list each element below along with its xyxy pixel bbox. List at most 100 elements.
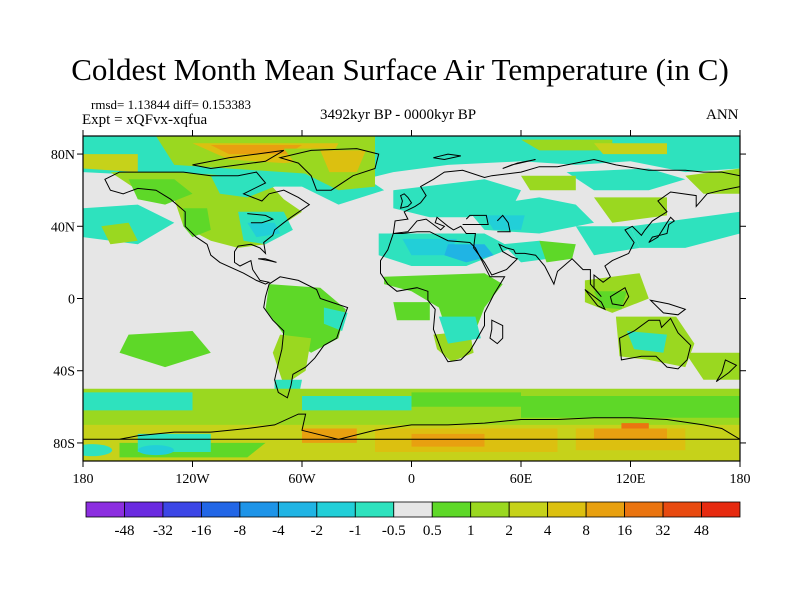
coastline-south-america xyxy=(263,276,349,399)
colorbar-swatch-6 xyxy=(316,501,356,518)
colorbar-label-2: -16 xyxy=(191,523,211,539)
coastline-black-sea xyxy=(462,214,489,225)
anomaly-weddell xyxy=(302,428,357,443)
colorbar-swatch-11 xyxy=(508,501,549,518)
anomaly-sahara-core xyxy=(402,238,458,256)
anomaly-inner-australia xyxy=(626,331,667,353)
anomaly-arctic-east xyxy=(521,139,613,151)
colorbar-label-0: -48 xyxy=(114,523,134,539)
lon-tick-label-6: 180 xyxy=(730,472,751,487)
colorbar-swatch-7 xyxy=(354,501,395,518)
lat-tick-label-1: 40N xyxy=(51,220,75,235)
lon-tick-label-0: 180 xyxy=(73,472,94,487)
anomaly-west-siberia xyxy=(521,175,576,191)
anomaly-alaska xyxy=(128,179,193,205)
colorbar-swatch-16 xyxy=(701,501,741,518)
coastline-madagascar xyxy=(489,319,504,345)
coastline-cuba xyxy=(258,258,277,263)
coastline-eurasia xyxy=(392,158,740,298)
colorbar-swatch-9 xyxy=(431,501,472,518)
colorbar-label-4: -4 xyxy=(272,523,285,539)
anomaly-queen-maud xyxy=(411,433,485,447)
anomaly-canada xyxy=(210,172,275,198)
anomaly-china xyxy=(575,226,640,256)
coastline-japan xyxy=(648,216,676,243)
anomaly-south-pacific xyxy=(119,331,211,368)
coastline-borneo xyxy=(609,286,630,307)
anomaly-southern-ocean-east xyxy=(521,396,740,418)
anomaly-west-pacific xyxy=(630,211,740,248)
anomaly-india xyxy=(539,240,576,263)
colorbar-swatch-14 xyxy=(624,501,664,518)
season-label: ANN xyxy=(706,107,739,123)
coastline-new-guinea xyxy=(649,299,687,316)
coastline-novaya-zemlya xyxy=(502,159,536,169)
longitude-axis: 180 120W 60W 0 60E 120E 180 xyxy=(73,130,751,487)
figure-title: Coldest Month Mean Surface Air Temperatu… xyxy=(71,52,729,87)
latitude-axis: 80N 40N 0 40S 80S xyxy=(51,148,746,452)
coastline-great-lakes xyxy=(247,213,275,224)
anomaly-kamchatka xyxy=(685,168,740,194)
anomaly-siberia xyxy=(566,168,686,191)
colorbar-label-12: 8 xyxy=(582,523,590,539)
experiment-label: Expt = xQFvx-xqfua xyxy=(82,112,208,128)
anomaly-tasman xyxy=(685,352,740,380)
coastline-caspian xyxy=(496,214,511,233)
anomaly-arctic-bering xyxy=(83,154,138,173)
colorbar-label-1: -32 xyxy=(153,523,173,539)
colorbar-swatch-5 xyxy=(277,501,318,518)
colorbar-swatch-0 xyxy=(85,501,125,518)
anomaly-mongolia xyxy=(594,197,667,223)
coastline-africa xyxy=(380,231,506,363)
colorbar-label-6: -1 xyxy=(349,523,362,539)
colorbar-label-15: 48 xyxy=(694,523,709,539)
coastline-arctic-islands xyxy=(192,149,285,170)
colorbar-label-10: 2 xyxy=(505,523,513,539)
anomaly-caspian xyxy=(484,215,525,230)
anomaly-western-us xyxy=(183,208,211,238)
colorbar-label-9: 1 xyxy=(467,523,475,539)
colorbar-label-11: 4 xyxy=(544,523,552,539)
colorbar-label-13: 16 xyxy=(617,523,633,539)
anomaly-gulf-guinea xyxy=(393,302,430,321)
lon-tick-label-2: 60W xyxy=(288,472,316,487)
coastline-britain xyxy=(399,193,413,209)
time-period-label: 3492kyr BP - 0000kyr BP xyxy=(320,107,477,123)
anomaly-arctic-siberia xyxy=(594,143,667,155)
colorbar-label-14: 32 xyxy=(656,523,671,539)
colorbar-swatch-13 xyxy=(585,501,625,518)
coastline-greenland xyxy=(278,148,380,191)
coastline-new-zealand xyxy=(715,359,738,383)
colorbar-swatch-8 xyxy=(393,501,433,518)
anomaly-zambia xyxy=(438,316,481,344)
coastline-antarctica xyxy=(83,413,740,440)
anomaly-ross-ice xyxy=(83,444,113,457)
colorbar-label-8: 0.5 xyxy=(423,523,442,539)
lat-tick-label-0: 80N xyxy=(51,148,75,163)
colorbar-swatch-12 xyxy=(547,501,587,518)
colorbar-swatch-2 xyxy=(162,501,202,518)
lon-tick-label-3: 0 xyxy=(408,472,415,487)
anomaly-eastern-us-core xyxy=(247,222,281,238)
anomaly-southern-ocean-pacific xyxy=(83,392,193,411)
colorbar-label-5: -2 xyxy=(311,523,324,539)
colorbar: -48 -32 -16 -8 -4 -2 -1 -0.5 0.5 1 2 4 8 16 32 48 xyxy=(85,501,741,539)
map-panel xyxy=(83,136,740,461)
colorbar-swatch-3 xyxy=(201,501,241,518)
anomaly-southern-ocean-indian xyxy=(411,392,521,407)
anomaly-brazil-east xyxy=(323,307,348,331)
anomaly-wilkes-core xyxy=(594,428,667,440)
lon-tick-label-5: 120E xyxy=(616,472,646,487)
lon-tick-label-1: 120W xyxy=(175,472,210,487)
colorbar-label-3: -8 xyxy=(234,523,247,539)
colorbar-swatch-10 xyxy=(470,501,510,518)
coastline-australia xyxy=(618,317,692,370)
anomaly-north-pacific-2 xyxy=(101,222,138,245)
lat-tick-label-3: 40S xyxy=(53,365,75,380)
lat-tick-label-2: 0 xyxy=(68,293,75,308)
coastline-svalbard xyxy=(433,153,461,161)
colorbar-swatch-1 xyxy=(124,501,164,518)
anomaly-ross-ice-2 xyxy=(138,445,174,456)
rmsd-diff-stats: rmsd= 1.13844 diff= 0.153383 xyxy=(91,97,251,112)
